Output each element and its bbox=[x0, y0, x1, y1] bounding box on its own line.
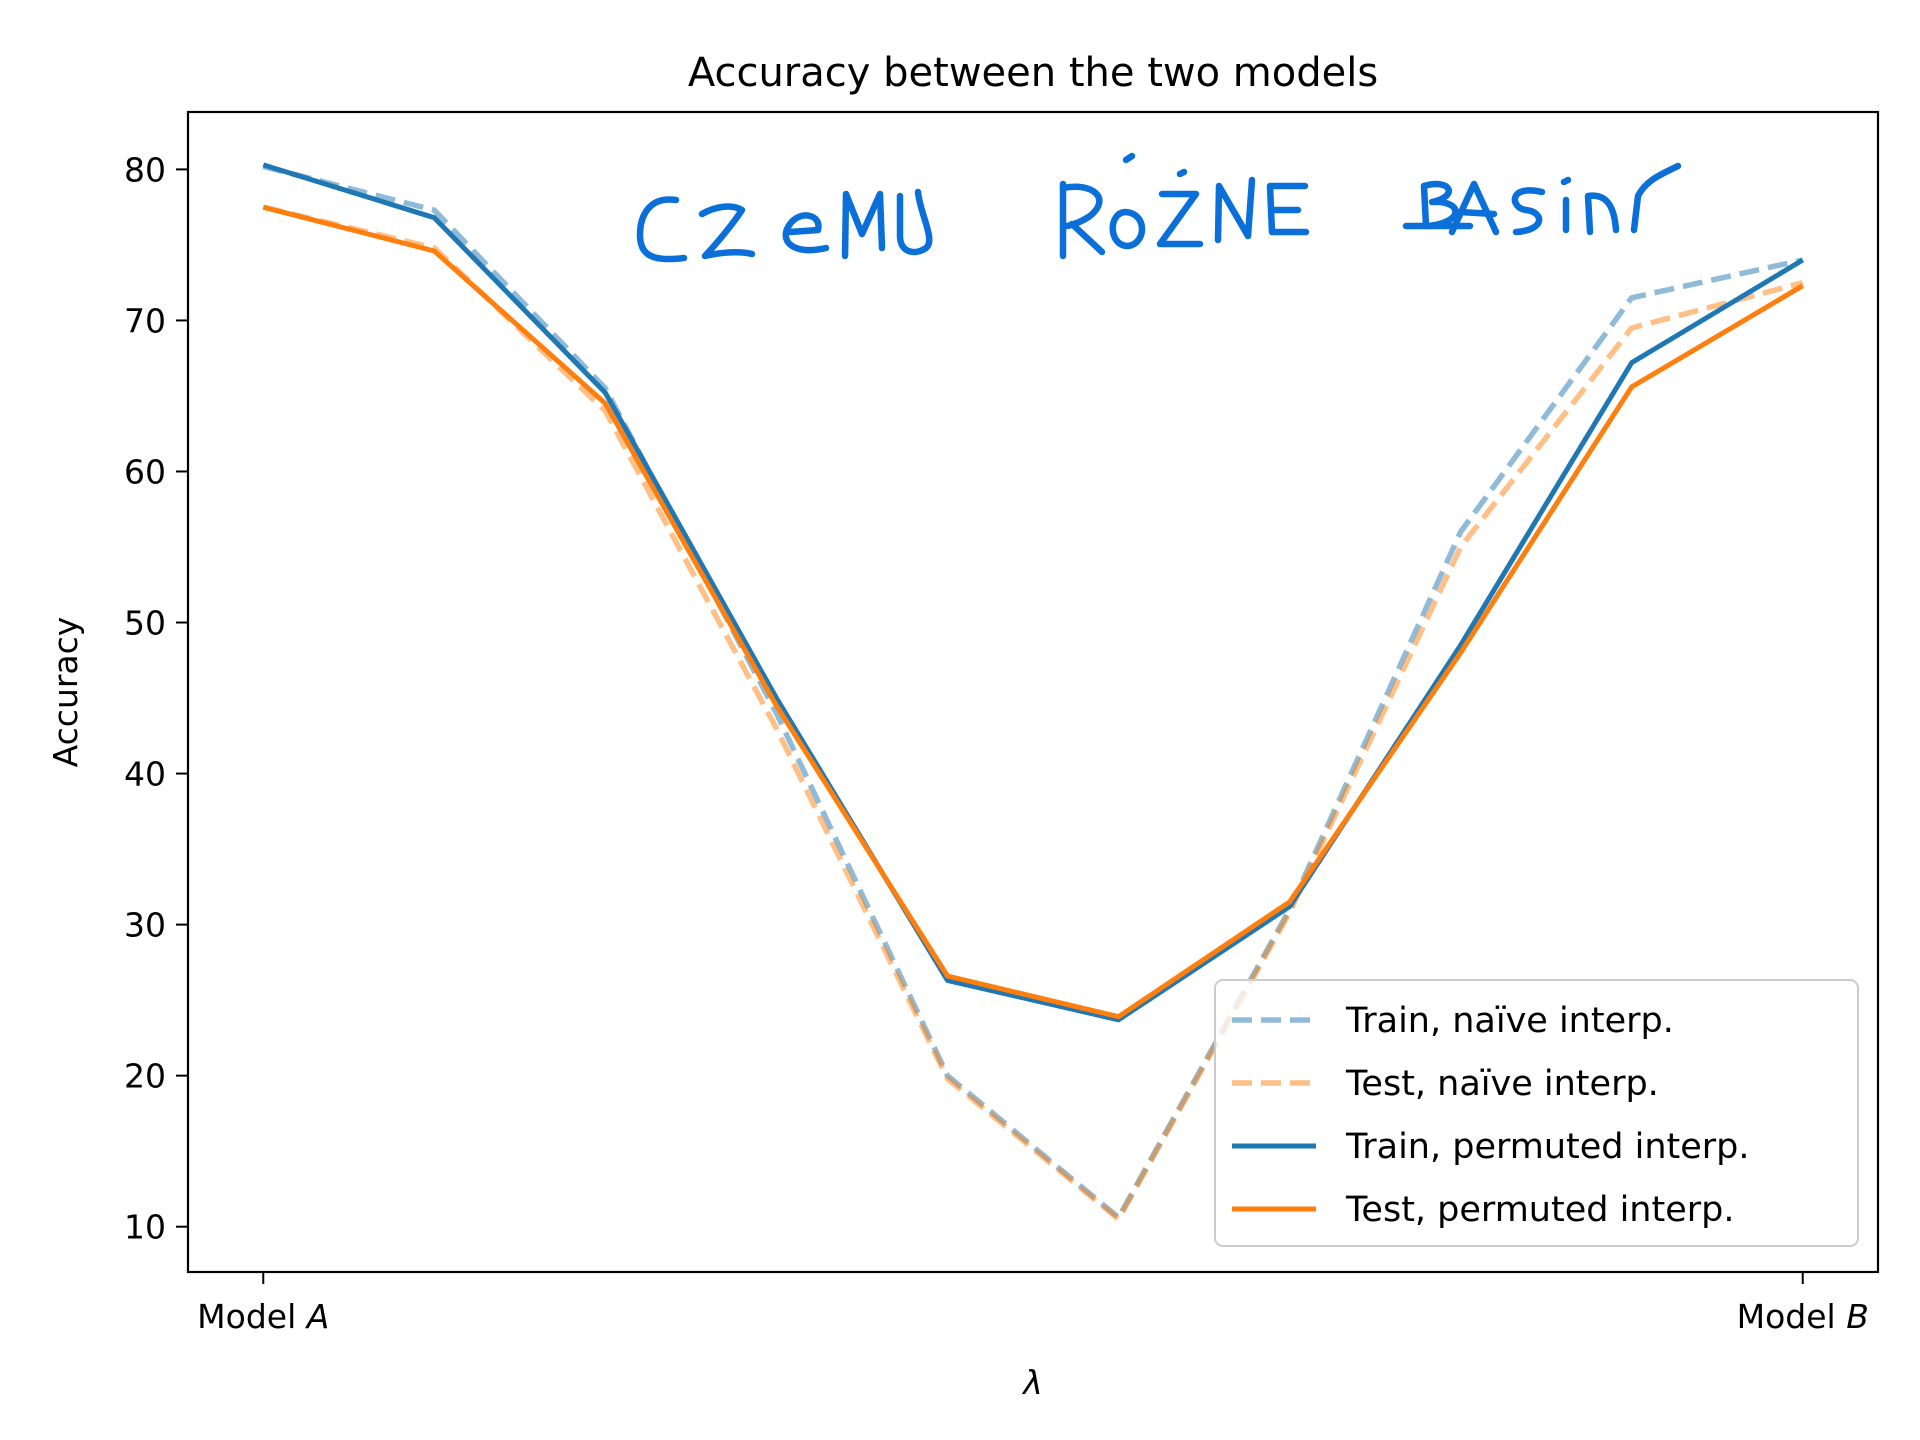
y-axis-label: Accuracy bbox=[46, 617, 85, 768]
x-tick-label: Model A bbox=[197, 1297, 329, 1336]
y-tick-label: 20 bbox=[124, 1057, 166, 1096]
series-line-1 bbox=[262, 163, 1804, 1221]
legend: Train, naïve interp. Test, naïve interp. T… bbox=[1214, 979, 1859, 1247]
plot-frame bbox=[186, 110, 1880, 1274]
y-tick-label: 30 bbox=[124, 906, 166, 945]
series-line-3 bbox=[262, 162, 1804, 1023]
legend-label-3: Train, permuted interp. bbox=[1345, 1127, 1750, 1167]
y-tick-label: 40 bbox=[124, 755, 166, 794]
y-tick-label: 70 bbox=[124, 301, 166, 340]
legend-label-2: Test, naïve interp. bbox=[1345, 1064, 1659, 1104]
x-axis-label: λ bbox=[1021, 1363, 1043, 1402]
y-tick-label: 80 bbox=[124, 150, 166, 189]
legend-label-1: Train, naïve interp. bbox=[1345, 1001, 1674, 1041]
legend-label-4: Test, permuted interp. bbox=[1345, 1190, 1734, 1230]
chart-title: Accuracy between the two models bbox=[688, 50, 1378, 96]
legend-frame bbox=[1214, 979, 1859, 1247]
plot-lines bbox=[262, 162, 1804, 1222]
y-tick-label: 60 bbox=[124, 452, 166, 491]
y-tick-label: 50 bbox=[124, 604, 166, 643]
y-tick-label: 10 bbox=[124, 1208, 166, 1247]
y-axis: 10 20 30 40 50 60 70 80 bbox=[124, 150, 188, 1247]
x-tick-label: Model B bbox=[1737, 1297, 1869, 1336]
series-line-4 bbox=[262, 204, 1804, 1020]
x-axis: Model A Model B bbox=[197, 1272, 1869, 1336]
handwritten-annotation bbox=[636, 152, 1682, 263]
